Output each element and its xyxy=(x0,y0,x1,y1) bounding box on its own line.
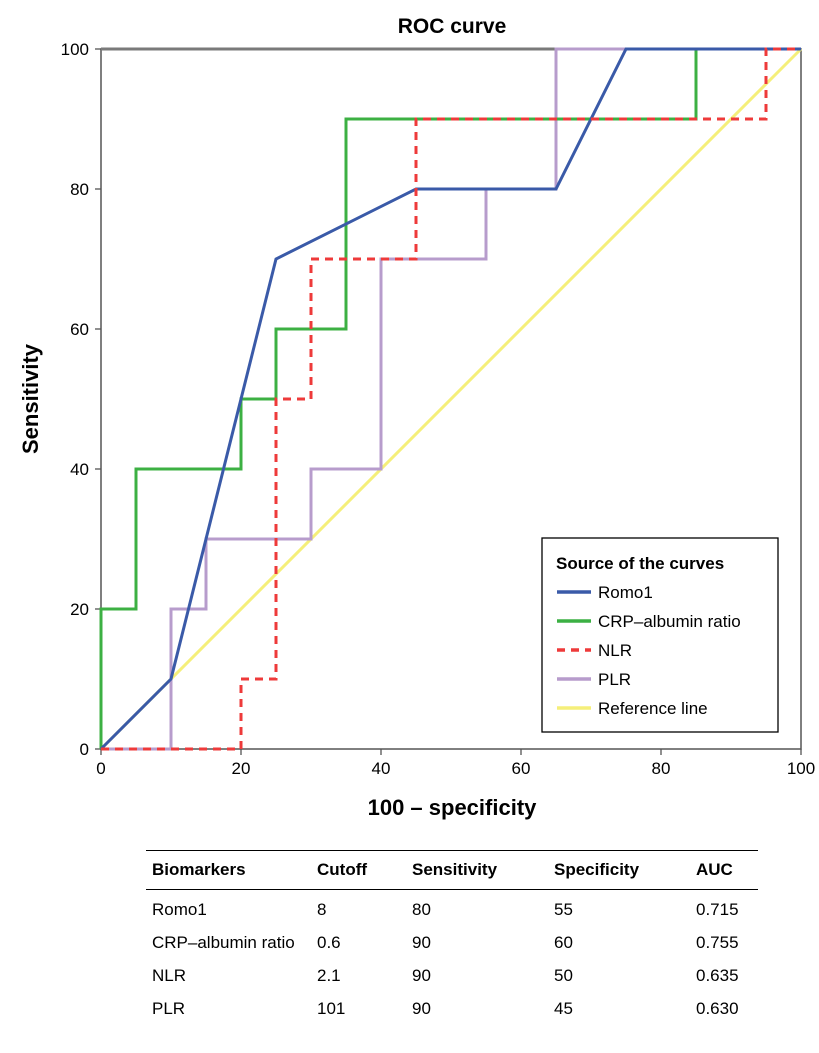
y-tick-label: 100 xyxy=(61,40,89,59)
cell-auc: 0.715 xyxy=(696,900,739,919)
cell-biomarker: PLR xyxy=(152,999,186,1018)
cell-auc: 0.635 xyxy=(696,966,739,985)
x-tick-label: 60 xyxy=(512,759,531,778)
cell-specificity: 50 xyxy=(554,966,573,985)
chart-title: ROC curve xyxy=(398,15,507,38)
cell-cutoff: 2.1 xyxy=(317,966,341,985)
legend-label: Romo1 xyxy=(598,583,653,602)
y-tick-label: 60 xyxy=(70,320,89,339)
header-sensitivity: Sensitivity xyxy=(406,850,548,890)
legend-title: Source of the curves xyxy=(556,554,724,573)
cell-auc: 0.630 xyxy=(696,999,739,1018)
y-axis-ticks: 0 20 40 60 80 100 xyxy=(61,40,101,759)
table-row: Romo1 8 80 55 0.715 xyxy=(146,890,758,924)
cell-biomarker: NLR xyxy=(152,966,187,985)
legend: Source of the curves Romo1 CRP–albumin ra… xyxy=(541,537,779,733)
legend-label: NLR xyxy=(598,641,632,660)
series-layer xyxy=(99,47,803,751)
table-row: NLR 2.1 90 50 0.635 xyxy=(146,956,758,989)
legend-label: PLR xyxy=(598,670,631,689)
y-tick-label: 80 xyxy=(70,180,89,199)
cell-sensitivity: 80 xyxy=(412,900,431,919)
x-tick-label: 80 xyxy=(652,759,671,778)
table-row: CRP–albumin ratio 0.6 90 60 0.755 xyxy=(146,923,758,956)
series-line-reference-line xyxy=(99,47,803,751)
x-tick-label: 20 xyxy=(232,759,251,778)
cell-sensitivity: 90 xyxy=(412,966,431,985)
cell-cutoff: 8 xyxy=(317,900,327,919)
y-tick-label: 40 xyxy=(70,460,89,479)
header-cutoff: Cutoff xyxy=(311,850,406,890)
legend-label: CRP–albumin ratio xyxy=(598,612,741,631)
y-tick-label: 0 xyxy=(80,740,89,759)
roc-chart: ROC curve 0 20 40 60 80 100 0 20 40 60 80 100 100 … xyxy=(18,15,815,820)
header-biomarkers: Biomarkers xyxy=(146,850,311,890)
y-axis-label: Sensitivity xyxy=(18,343,43,454)
header-auc: AUC xyxy=(690,850,758,890)
cell-biomarker: Romo1 xyxy=(152,900,207,919)
cell-cutoff: 101 xyxy=(317,999,346,1018)
x-tick-label: 0 xyxy=(96,759,105,778)
table-row: PLR 101 90 45 0.630 xyxy=(146,989,758,1022)
biomarker-table: Biomarkers Cutoff Sensitivity Specificit… xyxy=(146,850,758,1022)
header-specificity: Specificity xyxy=(548,850,690,890)
x-tick-label: 100 xyxy=(787,759,815,778)
y-tick-label: 20 xyxy=(70,600,89,619)
x-axis-ticks: 0 20 40 60 80 100 xyxy=(96,749,815,778)
x-tick-label: 40 xyxy=(372,759,391,778)
cell-specificity: 55 xyxy=(554,900,573,919)
legend-box xyxy=(541,537,779,733)
cell-sensitivity: 90 xyxy=(412,999,431,1018)
series-line-nlr xyxy=(101,47,801,751)
x-axis-label: 100 – specificity xyxy=(368,795,538,820)
cell-sensitivity: 90 xyxy=(412,933,431,952)
cell-specificity: 60 xyxy=(554,933,573,952)
legend-label: Reference line xyxy=(598,699,708,718)
cell-cutoff: 0.6 xyxy=(317,933,341,952)
cell-auc: 0.755 xyxy=(696,933,739,952)
cell-specificity: 45 xyxy=(554,999,573,1018)
cell-biomarker: CRP–albumin ratio xyxy=(152,933,295,952)
table-header-row: Biomarkers Cutoff Sensitivity Specificit… xyxy=(146,850,758,890)
